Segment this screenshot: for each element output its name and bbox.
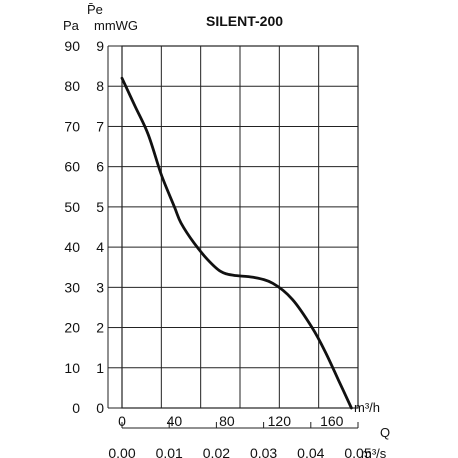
x-tick-labels-m3h: 0 40 80 120 160: [118, 413, 344, 429]
y-tick-labels-mmwg: 0 1 2 3 4 5 6 7 8 9: [96, 38, 104, 416]
x-unit-m3s: m³/s: [361, 446, 387, 458]
y-tick-label-mmwg: 7: [96, 118, 104, 134]
y-tick-label-pa: 40: [64, 239, 80, 255]
y-tick-label-mmwg: 0: [96, 400, 104, 416]
x-tick-label-m3h: 0: [118, 413, 126, 429]
y-tick-label-mmwg: 4: [96, 239, 104, 255]
y-unit-mmwg: mmWG: [94, 18, 138, 33]
x-tick-label-m3s: 0.03: [250, 445, 277, 458]
y-tick-label-pa: 10: [64, 360, 80, 376]
y-tick-label-pa: 80: [64, 78, 80, 94]
x-tick-label-m3h: 160: [320, 413, 344, 429]
x-unit-m3h: m³/h: [354, 400, 380, 415]
y-tick-label-pa: 20: [64, 320, 80, 336]
plot-frame: [121, 45, 359, 409]
y-tick-label-pa: 60: [64, 159, 80, 175]
x-tick-labels-m3s: 0.00 0.01 0.02 0.03 0.04 0.05: [108, 445, 371, 458]
chart-title: SILENT-200: [206, 13, 283, 29]
x-tick-label-m3h: 80: [219, 413, 235, 429]
x-tick-label-m3s: 0.02: [203, 445, 230, 458]
y-tick-label-mmwg: 8: [96, 78, 104, 94]
y-tick-label-mmwg: 5: [96, 199, 104, 215]
y-tick-label-pa: 70: [64, 118, 80, 134]
y-tick-label-pa: 30: [64, 279, 80, 295]
y-tick-label-mmwg: 9: [96, 38, 104, 54]
tick-marks: [107, 45, 359, 429]
y-tick-labels-pa: 0 10 20 30 40 50 60 70 80 90: [64, 38, 80, 416]
y-tick-label-mmwg: 2: [96, 320, 104, 336]
y-tick-label-mmwg: 6: [96, 159, 104, 175]
y-tick-label-pa: 90: [64, 38, 80, 54]
y-tick-label-pa: 50: [64, 199, 80, 215]
y-tick-label-mmwg: 1: [96, 360, 104, 376]
grid-lines: [121, 45, 359, 409]
pressure-curve: [120, 76, 353, 410]
x-tick-label-m3s: 0.00: [108, 445, 135, 458]
y-tick-label-mmwg: 3: [96, 279, 104, 295]
y-quantity-label: P̄e: [87, 2, 103, 17]
x-tick-label-m3s: 0.01: [156, 445, 183, 458]
y-tick-label-pa: 0: [72, 400, 80, 416]
x-quantity-label: Q: [380, 425, 390, 440]
x-tick-label-m3s: 0.04: [297, 445, 324, 458]
y-unit-pa: Pa: [63, 18, 80, 33]
x-tick-label-m3h: 120: [268, 413, 292, 429]
x-tick-label-m3h: 40: [167, 413, 183, 429]
x-tick-label-m3s: 0.05: [344, 445, 371, 458]
